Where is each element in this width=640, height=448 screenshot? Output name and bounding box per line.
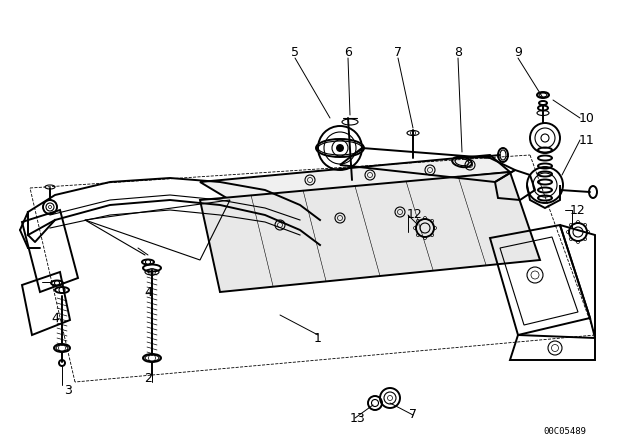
Text: 7: 7 [409,409,417,422]
Text: 12: 12 [570,203,586,216]
Text: 10: 10 [579,112,595,125]
Text: 6: 6 [344,46,352,59]
Text: 7: 7 [394,46,402,59]
Text: 12: 12 [407,208,423,221]
Text: 1: 1 [314,332,322,345]
Text: 3: 3 [64,383,72,396]
Circle shape [337,145,343,151]
Text: 8: 8 [454,46,462,59]
Text: 5: 5 [291,46,299,59]
Text: 13: 13 [350,412,366,425]
Text: 4: 4 [51,311,59,324]
Text: 4: 4 [144,285,152,298]
Polygon shape [200,172,540,292]
Text: 11: 11 [579,134,595,146]
Text: 9: 9 [514,46,522,59]
Polygon shape [200,155,510,200]
Text: 2: 2 [144,371,152,384]
Text: 00C05489: 00C05489 [543,427,586,436]
